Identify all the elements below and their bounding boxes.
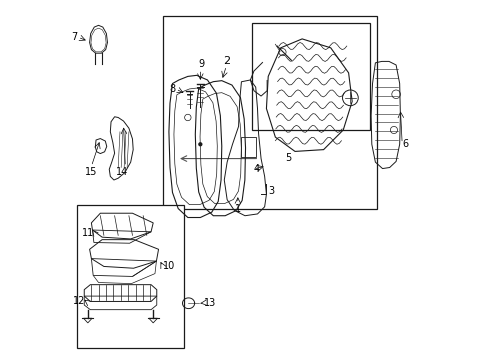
Bar xyxy=(242,137,256,157)
Text: 9: 9 xyxy=(198,59,204,69)
Bar xyxy=(252,23,370,130)
Text: 13: 13 xyxy=(204,298,216,308)
Text: 1: 1 xyxy=(235,204,241,214)
Circle shape xyxy=(199,143,202,146)
Text: 5: 5 xyxy=(285,153,291,163)
Text: 2: 2 xyxy=(223,56,230,66)
Bar xyxy=(163,16,377,208)
Text: 8: 8 xyxy=(169,84,175,94)
Text: 3: 3 xyxy=(268,186,274,196)
Text: 7: 7 xyxy=(71,32,77,42)
Text: 12: 12 xyxy=(73,296,85,306)
Text: 15: 15 xyxy=(85,167,98,177)
Text: 4: 4 xyxy=(254,164,260,174)
Text: 14: 14 xyxy=(116,167,128,177)
Bar xyxy=(77,205,184,348)
Text: 10: 10 xyxy=(163,261,175,271)
Text: 6: 6 xyxy=(402,139,408,149)
Text: 11: 11 xyxy=(82,228,94,238)
